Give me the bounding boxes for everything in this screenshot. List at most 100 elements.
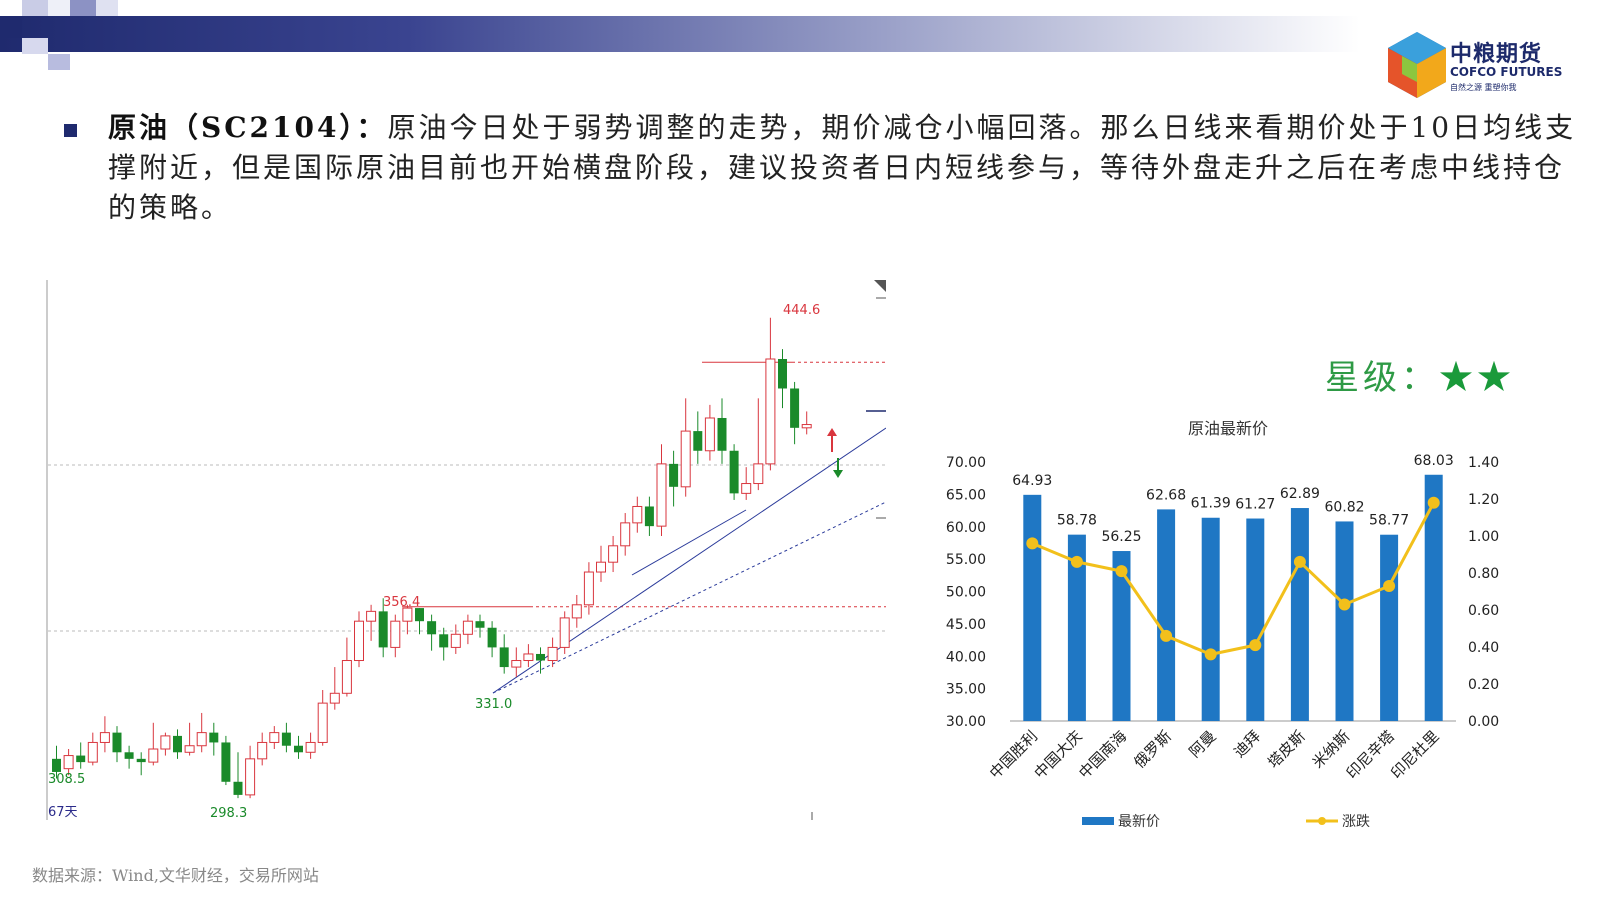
candle-body <box>269 732 280 743</box>
legend-line-label: 涨跌 <box>1342 814 1370 830</box>
left-axis-tick-label: 35.00 <box>946 682 986 698</box>
candle-body <box>124 752 134 759</box>
data-source: 数据来源：Wind,文华财经，交易所网站 <box>32 866 319 885</box>
candle-body <box>523 653 534 662</box>
candle-body <box>427 621 437 635</box>
left-axis-tick-label: 55.00 <box>946 552 986 568</box>
right-axis-tick-label: 0.80 <box>1468 566 1499 582</box>
price-bar <box>1067 534 1086 721</box>
header-band <box>0 16 1360 52</box>
candle-body <box>753 463 764 485</box>
star-icon: ★★ <box>1439 358 1515 398</box>
low-price-label: 298.3 <box>210 806 247 820</box>
bar-value-label: 61.27 <box>1235 497 1275 513</box>
bar-value-label: 60.82 <box>1324 499 1364 515</box>
candle-body <box>76 755 86 763</box>
candle-body <box>571 604 582 619</box>
candle-body <box>536 653 545 661</box>
candle-body <box>390 620 401 648</box>
candle-body <box>656 463 667 527</box>
legend-bar-swatch-icon <box>1082 817 1114 825</box>
right-axis-tick-label: 0.60 <box>1468 603 1499 619</box>
candle-body <box>245 758 256 796</box>
candlestick-chart: 444.6 356.4 331.0 308.5 298.3 67天 <box>46 280 886 820</box>
candle-body <box>99 732 110 743</box>
candle-body <box>221 742 231 782</box>
bar-value-label: 62.89 <box>1280 486 1320 502</box>
candle-body <box>281 732 291 746</box>
change-point <box>1338 598 1351 611</box>
left-axis-tick-label: 40.00 <box>946 649 986 665</box>
candle-body <box>136 758 146 763</box>
candle-body <box>693 431 703 451</box>
candle-body <box>402 607 413 622</box>
candle-body <box>462 620 473 635</box>
candle-body <box>717 417 727 451</box>
mid-high-price-label: 356.4 <box>383 595 420 610</box>
right-axis-tick-label: 1.20 <box>1468 492 1499 508</box>
trend-line-dashed <box>492 501 886 694</box>
candle-body <box>559 617 570 648</box>
candle-body <box>765 358 776 465</box>
candle-body <box>608 545 619 563</box>
candle-body <box>112 732 122 753</box>
header-square <box>22 0 48 16</box>
price-bar <box>1023 494 1042 721</box>
category-label: 阿曼 <box>1186 727 1220 761</box>
candle-body <box>52 758 61 772</box>
candle-body <box>233 781 243 795</box>
candle-body <box>644 506 654 527</box>
category-label: 塔皮斯 <box>1264 727 1309 772</box>
candle-body <box>257 741 268 760</box>
candle-body <box>305 741 316 753</box>
candle-body <box>487 627 497 648</box>
bar-value-label: 58.77 <box>1369 513 1409 529</box>
candle-body <box>341 660 352 694</box>
candle-body <box>196 732 207 747</box>
logo-cn-text: 中粮期货 <box>1450 42 1543 67</box>
candle-body <box>596 561 606 573</box>
left-axis-tick-label: 30.00 <box>946 714 986 730</box>
logo-sub-text: 自然之源 重塑你我 <box>1450 83 1517 92</box>
right-axis-tick-label: 0.40 <box>1468 640 1499 656</box>
candle-body <box>160 735 171 750</box>
candle-body <box>790 388 800 428</box>
candle-body <box>415 608 424 622</box>
header-square <box>48 54 70 70</box>
candle-body <box>209 732 219 743</box>
left-low-price-label: 308.5 <box>48 772 85 787</box>
candle-body <box>378 611 388 648</box>
candle-body <box>547 646 558 662</box>
candle-body <box>87 741 98 763</box>
bullet-icon <box>64 124 77 137</box>
left-axis-tick-label: 65.00 <box>946 487 986 503</box>
candle-body <box>511 660 522 668</box>
candle-body <box>354 620 364 662</box>
left-axis-tick-label: 70.00 <box>946 455 986 471</box>
price-bar <box>1112 551 1131 721</box>
category-label: 印尼辛塔 <box>1343 727 1398 782</box>
candle-body <box>475 621 485 628</box>
candle-body <box>680 430 691 488</box>
candle-body <box>439 634 449 648</box>
star-rating: 星级：★★ <box>1325 350 1515 399</box>
candle-body <box>329 692 340 704</box>
header-square <box>96 0 118 16</box>
price-bar <box>1424 474 1443 721</box>
right-axis-tick-label: 0.00 <box>1468 714 1499 730</box>
change-point <box>1026 537 1039 550</box>
change-point <box>1427 496 1440 509</box>
up-arrow-head-icon <box>827 428 837 436</box>
bar-value-label: 68.03 <box>1414 453 1454 469</box>
trend-line-solid <box>492 427 886 694</box>
left-axis-tick-label: 60.00 <box>946 520 986 536</box>
bar-value-label: 64.93 <box>1012 473 1052 489</box>
change-point <box>1204 648 1217 661</box>
category-label: 印尼杜里 <box>1387 727 1442 782</box>
candle-body <box>632 505 643 524</box>
legend-line-marker-icon <box>1318 817 1326 825</box>
candle-body <box>184 745 195 753</box>
change-point <box>1383 579 1396 592</box>
analysis-paragraph: 原油（SC2104）：原油今日处于弱势调整的走势，期价减仓小幅回落。那么日线来看… <box>108 108 1588 228</box>
right-axis-tick-label: 1.00 <box>1468 529 1499 545</box>
